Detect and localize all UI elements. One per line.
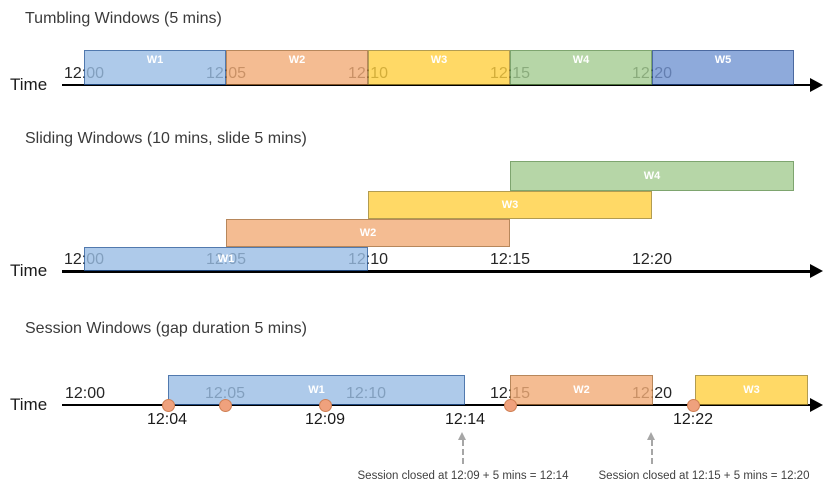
session-event-time-label-12:09: 12:09 [304, 411, 346, 428]
session-callout-arrow-icon [647, 432, 655, 440]
session-callout-text: Session closed at 12:09 + 5 mins = 12:14 [357, 470, 569, 482]
session-callout-text: Session closed at 12:15 + 5 mins = 12:20 [598, 470, 810, 482]
session-event-dot [218, 398, 232, 412]
session-window-bar-w3 [695, 375, 808, 405]
tumbling-window-label-w4: W4 [572, 54, 590, 66]
session-event-dot [161, 398, 175, 412]
tumbling-axis-arrow-icon [810, 78, 823, 92]
section-title-session: Session Windows (gap duration 5 mins) [25, 320, 307, 337]
sliding-tick-label-12:15: 12:15 [489, 251, 531, 268]
sliding-time-axis-label: Time [10, 261, 48, 280]
section-title-sliding: Sliding Windows (10 mins, slide 5 mins) [25, 130, 307, 147]
session-time-axis [62, 404, 810, 406]
session-event-time-label-12:04: 12:04 [146, 411, 188, 428]
session-window-label-w1: W1 [308, 383, 325, 396]
session-event-time-label-12:22: 12:22 [672, 411, 714, 428]
session-event-dot [318, 398, 332, 412]
session-callout-dashed-line [462, 440, 464, 464]
session-window-bar-w2 [510, 375, 653, 405]
session-callout-arrow-icon [458, 432, 466, 440]
tumbling-window-label-w1: W1 [146, 54, 164, 66]
sliding-window-label-w1: W1 [217, 252, 235, 265]
tumbling-window-label-w2: W2 [288, 54, 306, 66]
session-event-time-label-12:14: 12:14 [444, 411, 486, 428]
session-window-bar-w1 [168, 375, 465, 405]
session-window-label-w3: W3 [743, 383, 760, 396]
tumbling-window-bar-w4 [510, 50, 652, 85]
sliding-window-bar-w1 [84, 247, 368, 271]
tumbling-window-bar-w1 [84, 50, 226, 85]
sliding-window-bar-w4 [510, 161, 794, 191]
session-event-dot [686, 398, 700, 412]
session-callout-dashed-line [651, 440, 653, 464]
tumbling-window-label-w5: W5 [714, 54, 732, 66]
sliding-window-bar-w3 [368, 191, 652, 219]
sliding-window-label-w3: W3 [501, 198, 519, 211]
session-time-axis-label: Time [10, 395, 48, 414]
sliding-window-label-w4: W4 [643, 169, 661, 182]
tumbling-window-bar-w5 [652, 50, 794, 85]
tumbling-time-axis [62, 84, 810, 86]
tumbling-window-bar-w3 [368, 50, 510, 85]
session-event-dot [503, 398, 517, 412]
tumbling-window-bar-w2 [226, 50, 368, 85]
sliding-window-label-w2: W2 [359, 226, 377, 239]
sliding-time-axis [62, 269, 810, 273]
sliding-window-bar-w2 [226, 219, 510, 247]
session-tick-label-12:00: 12:00 [64, 385, 106, 402]
section-title-tumbling: Tumbling Windows (5 mins) [25, 10, 222, 27]
tumbling-window-label-w3: W3 [430, 54, 448, 66]
session-axis-arrow-icon [810, 398, 823, 412]
session-window-label-w2: W2 [573, 383, 590, 396]
sliding-tick-label-12:20: 12:20 [631, 251, 673, 268]
tumbling-time-axis-label: Time [10, 75, 48, 94]
sliding-axis-arrow-icon [810, 264, 823, 278]
